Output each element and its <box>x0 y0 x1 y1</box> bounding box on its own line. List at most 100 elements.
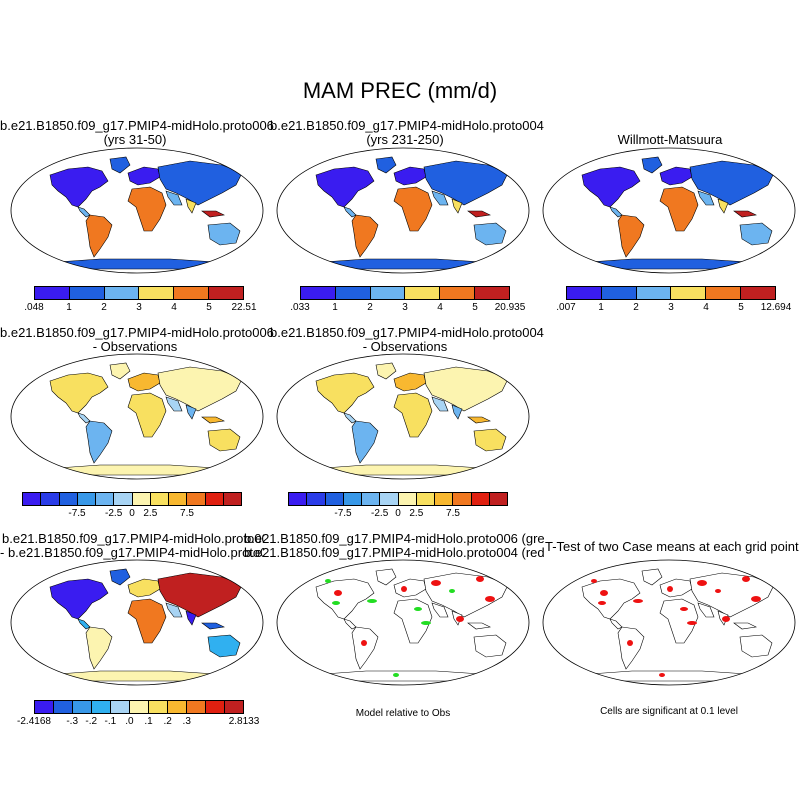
landmass <box>109 362 131 380</box>
landmass <box>739 634 773 658</box>
landmass <box>467 210 491 218</box>
landmass <box>581 578 641 620</box>
colorbar-labels-p2: .033 1 2 3 4 5 20.935 <box>290 302 525 314</box>
significance-marker <box>393 673 399 677</box>
colorbar-labels-p4: -7.5 -2.5 0 2.5 7.5 <box>22 508 242 520</box>
colorbar-tick-label: -2.4168 <box>17 716 51 727</box>
map-border <box>276 353 530 480</box>
landmass <box>431 396 449 412</box>
significance-marker <box>334 590 342 596</box>
landmass <box>451 404 463 420</box>
colorbar-p3 <box>566 286 776 300</box>
significance-marker <box>431 580 441 586</box>
landmass <box>85 626 113 670</box>
panel-title-p6-line1: b.e21.B1850.f09_g17.PMIP4-midHolo.proto0… <box>2 532 264 546</box>
colorbar-tick-label: 7.5 <box>446 508 460 519</box>
colorbar-p4 <box>22 492 242 506</box>
panel-title-p1: b.e21.B1850.f09_g17.PMIP4-midHolo.proto0… <box>0 119 274 147</box>
colorbar-tick-label: 7.5 <box>180 508 194 519</box>
landmass <box>127 392 167 438</box>
panel-title-p4-line1: b.e21.B1850.f09_g17.PMIP4-midHolo.proto0… <box>0 325 274 340</box>
panel-title-p2: b.e21.B1850.f09_g17.PMIP4-midHolo.proto0… <box>270 119 544 147</box>
landmass <box>127 166 161 186</box>
colorbar-bin <box>671 287 707 299</box>
landmass <box>659 166 693 186</box>
landmass <box>49 372 109 414</box>
colorbar-bin <box>471 493 490 505</box>
colorbar-tick-label: 1 <box>66 302 72 313</box>
panel-title-p5-line2: - Observations <box>362 339 448 354</box>
colorbar-tick-label: 4 <box>437 302 443 313</box>
colorbar-tick-label: 4 <box>703 302 709 313</box>
landmass <box>717 198 729 214</box>
colorbar-labels-p1: .048 1 2 3 4 5 22.51 <box>24 302 256 314</box>
significance-marker <box>633 599 643 603</box>
landmass <box>697 602 715 618</box>
landmass <box>467 416 491 424</box>
colorbar-tick-label: -.2 <box>85 716 98 727</box>
colorbar-tick-label: .033 <box>290 302 310 313</box>
landmass <box>201 210 225 218</box>
colorbar-tick-label: -2.5 <box>105 508 123 519</box>
panel-title-p8-line1: T-Test of two Case means at each grid po… <box>545 540 799 554</box>
panel-title-p6: b.e21.B1850.f09_g17.PMIP4-midHolo.proto0… <box>0 532 264 560</box>
landmass <box>431 190 449 206</box>
colorbar-p1 <box>34 286 244 300</box>
colorbar-bin <box>209 287 243 299</box>
significance-marker <box>667 586 673 592</box>
landmass <box>351 626 379 670</box>
map-border <box>542 147 796 274</box>
colorbar-tick-label: 3 <box>136 302 142 313</box>
landmass <box>127 578 161 598</box>
significance-marker <box>456 616 464 622</box>
landmass <box>733 210 757 218</box>
landmass <box>165 190 183 206</box>
landmass <box>49 578 109 620</box>
colorbar-bin <box>174 287 210 299</box>
map-p5 <box>276 353 530 480</box>
panel-title-p5-line1: b.e21.B1850.f09_g17.PMIP4-midHolo.proto0… <box>270 325 544 340</box>
significance-marker <box>722 616 730 622</box>
colorbar-bin <box>489 493 507 505</box>
significance-marker <box>591 579 597 583</box>
landmass <box>617 626 645 670</box>
colorbar-tick-label: 12.694 <box>760 302 792 313</box>
map-border <box>542 559 796 686</box>
map-border <box>10 353 264 480</box>
colorbar-bin <box>96 493 115 505</box>
landmass <box>343 412 357 424</box>
colorbar-tick-label: 4 <box>171 302 177 313</box>
significance-marker <box>600 590 608 596</box>
colorbar-bin <box>92 701 111 713</box>
colorbar-bin <box>706 287 742 299</box>
map-p1 <box>10 147 264 274</box>
landmass <box>375 156 397 174</box>
colorbar-bin <box>435 493 454 505</box>
landmass <box>343 618 357 630</box>
landmass <box>351 420 379 464</box>
map-border <box>10 559 264 686</box>
landmass <box>157 160 243 206</box>
colorbar-tick-label: .3 <box>182 716 191 727</box>
landmass <box>77 412 91 424</box>
colorbar-tick-label: -.3 <box>66 716 79 727</box>
landmass <box>617 214 645 258</box>
significance-marker <box>332 601 340 605</box>
colorbar-p5 <box>288 492 508 506</box>
landmass <box>697 190 715 206</box>
panel-title-p4-line2: - Observations <box>92 339 178 354</box>
colorbar-bin <box>73 701 92 713</box>
colorbar-tick-label: 1 <box>332 302 338 313</box>
landmass <box>473 428 507 452</box>
colorbar-tick-label: 2 <box>367 302 373 313</box>
panel-title-p3: Willmott-Matsuura <box>540 133 800 147</box>
colorbar-labels-p6: -2.4168 -.3 -.2 -.1 .0 .1 .2 .3 2.8133 <box>17 716 259 728</box>
colorbar-bin <box>168 701 187 713</box>
colorbar-bin <box>35 287 70 299</box>
landmass <box>157 572 243 618</box>
landmass <box>659 186 699 232</box>
map-border <box>276 147 530 274</box>
main-title: MAM PREC (mm/d) <box>302 78 498 103</box>
landmass <box>423 366 509 412</box>
colorbar-tick-label: 5 <box>472 302 478 313</box>
